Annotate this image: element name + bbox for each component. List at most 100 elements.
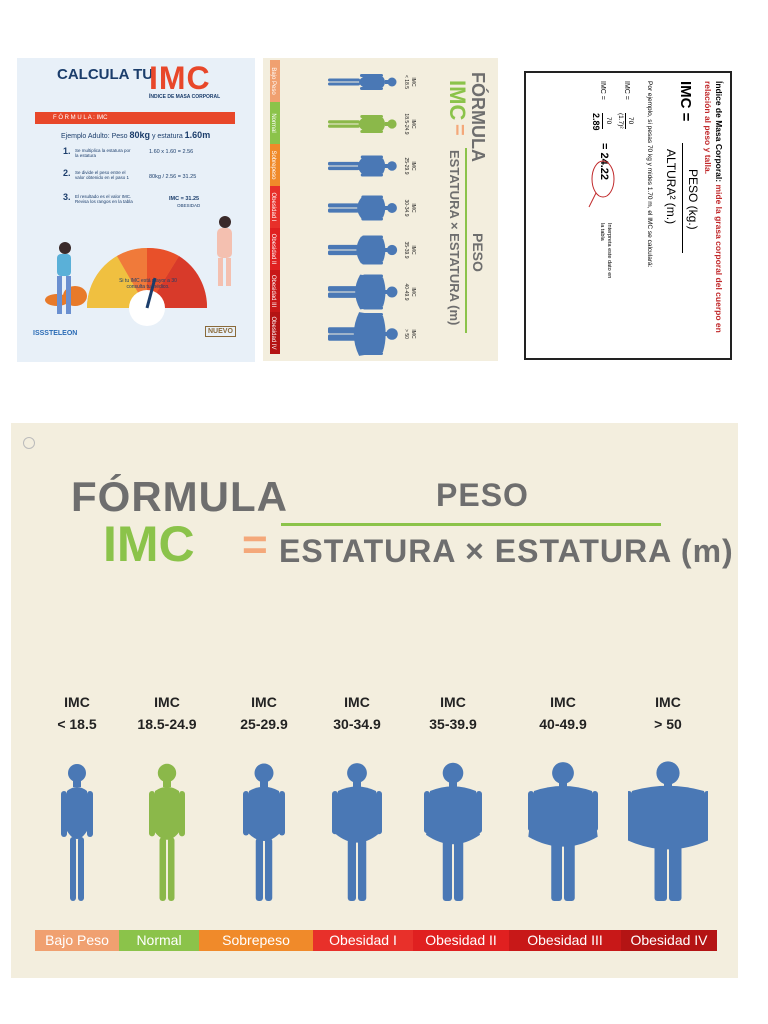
small-formula-rotated: FÓRMULA IMC = PESO ESTATURA × ESTATURA (… (263, 58, 498, 361)
svg-text:40-49.9: 40-49.9 (403, 284, 409, 301)
step-1-calc: 1.60 x 1.60 = 2.56 (149, 149, 194, 155)
svg-text:IMC: IMC (410, 203, 416, 213)
imc-range-value: < 18.5 (57, 716, 97, 732)
issstelon-logo: ISSSTELEON (33, 330, 78, 337)
imc-range-value: 35-39.9 (429, 716, 477, 732)
small-category-label: Obesidad III (270, 275, 276, 308)
indice-line1-num: 70 (627, 117, 634, 125)
formula-denominator: ESTATURA × ESTATURA (m) (279, 533, 734, 569)
category-segment: Bajo Peso (35, 930, 119, 951)
svg-text:IMC: IMC (410, 119, 416, 129)
imc-range-label: IMC (64, 694, 90, 710)
poster-imc-title: IMC (149, 60, 211, 96)
indice-line2-den: 2.89 (591, 113, 601, 131)
formula-imc-infographic: FÓRMULA IMC = PESO ESTATURA × ESTATURA (… (11, 423, 738, 978)
category-segment: Sobrepeso (199, 930, 313, 951)
imc-range-column: IMC 40-49.9 (518, 691, 608, 911)
small-category-label: Obesidad II (270, 234, 276, 265)
body-silhouette-icon (243, 763, 285, 901)
indice-line1-bar (625, 113, 626, 129)
indice-masa-corporal-card: Índice de Masa Corporal: mide la grasa c… (524, 71, 732, 360)
small-figures-row: IMC < 18.5 IMC 18.5-24.9 IMC 25-29.9 IMC… (270, 60, 416, 356)
imc-range-label: IMC (655, 694, 681, 710)
indice-formula-den: ALTURA² (m.) (664, 149, 678, 225)
step-3-calc: IMC = 31.25 (169, 196, 200, 202)
small-category-segment (270, 144, 280, 186)
imc-title: IMC (103, 516, 195, 572)
formula-title: FÓRMULA (71, 473, 288, 520)
imc-range-label: IMC (344, 694, 370, 710)
step-2-number: 2. (63, 168, 71, 178)
small-category-label: Obesidad I (270, 192, 276, 221)
indice-line1-den: (1.7)² (617, 113, 624, 129)
body-silhouette-icon (528, 762, 598, 901)
body-silhouette-icon (424, 762, 482, 901)
equals-sign: = (242, 520, 268, 569)
category-segment: Obesidad II (413, 930, 509, 951)
step-2-text: Se divide el peso entre el valor obtenid… (75, 170, 130, 180)
small-category-segment (270, 60, 280, 102)
imc-range-column: IMC < 18.5 (32, 691, 122, 911)
step-3-text: El resultado es el valor IMC. Revisa los… (75, 194, 133, 204)
small-category-label: Normal (270, 113, 276, 132)
imc-gauge-illustration (45, 216, 232, 326)
svg-text:30-34.9: 30-34.9 (403, 200, 409, 217)
small-formula-line (465, 148, 467, 333)
calcula-imc-poster: CALCULA TU IMC ÍNDICE DE MASA CORPORAL F… (17, 58, 255, 362)
small-range-group: IMC 18.5-24.9 (328, 113, 416, 135)
result-ribbon-icon (588, 160, 615, 208)
imc-range-column: IMC 35-39.9 (408, 691, 498, 911)
body-silhouette-icon (332, 763, 382, 901)
small-category-segment (270, 270, 280, 312)
category-segment: Obesidad III (509, 930, 621, 951)
small-range-group: IMC 40-49.9 (327, 274, 416, 310)
step-1-text: Se multiplica la estatura por la estatur… (75, 148, 131, 158)
indice-example: Por ejemplo, si pesas 70 kg y mides 1.70… (646, 81, 653, 268)
small-formula-num: PESO (470, 233, 486, 272)
step-3-number: 3. (63, 192, 71, 202)
indice-line2-num: 70 (605, 117, 612, 125)
watermark-icon (23, 437, 35, 449)
poster-heading: CALCULA TU (57, 66, 154, 83)
imc-range-label: IMC (440, 694, 466, 710)
category-segment: Obesidad I (313, 930, 413, 951)
small-formula-den: ESTATURA × ESTATURA (m) (447, 150, 462, 326)
imc-range-column: IMC 30-34.9 (312, 691, 402, 911)
small-category-label: Sobrepeso (270, 150, 276, 180)
indice-interpret: Interpreta este dato en la tabla (599, 223, 612, 279)
small-formula-eq: = (448, 124, 470, 136)
indice-formula-line (682, 143, 683, 253)
indice-title: Índice de Masa Corporal: mide la grasa c… (703, 81, 724, 333)
svg-text:IMC: IMC (410, 245, 416, 255)
small-range-group: IMC 35-39.9 (328, 235, 416, 265)
indice-formula-lhs: IMC = (677, 81, 694, 122)
imc-range-label: IMC (251, 694, 277, 710)
poster-note: Si tu IMC está mayor a 30 consulta tu mé… (119, 278, 177, 290)
poster-subtitle: ÍNDICE DE MASA CORPORAL (149, 94, 221, 100)
small-formula-title: FÓRMULA (468, 72, 488, 162)
indice-formula-num: PESO (kg.) (686, 169, 700, 230)
svg-text:IMC: IMC (410, 287, 416, 297)
small-category-segment (270, 186, 280, 228)
small-range-group: IMC < 18.5 (328, 74, 416, 90)
category-segment: Normal (119, 930, 199, 951)
svg-text:< 18.5: < 18.5 (403, 75, 409, 89)
svg-text:> 50: > 50 (403, 329, 409, 339)
small-category-segment (270, 312, 280, 354)
imc-range-value: 40-49.9 (539, 716, 587, 732)
svg-text:35-39.9: 35-39.9 (403, 242, 409, 259)
indice-line2-bar (602, 113, 603, 129)
small-range-group: IMC 30-34.9 (327, 195, 416, 221)
imc-range-label: IMC (154, 694, 180, 710)
small-formula-imc: IMC (445, 80, 470, 121)
small-category-label: Bajo Peso (270, 67, 276, 95)
small-category-segment (270, 102, 280, 144)
imc-range-column: IMC 18.5-24.9 (122, 691, 212, 911)
small-range-group: IMC > 50 (328, 312, 416, 356)
body-silhouette-icon (61, 764, 93, 901)
step-2-calc: 80kg / 2.56 = 31.25 (149, 174, 197, 180)
imc-range-value: 18.5-24.9 (137, 716, 197, 732)
formula-band: F Ó R M U L A : IMC (35, 112, 235, 124)
imc-range-label: IMC (550, 694, 576, 710)
svg-text:18.5-24.9: 18.5-24.9 (403, 113, 409, 134)
